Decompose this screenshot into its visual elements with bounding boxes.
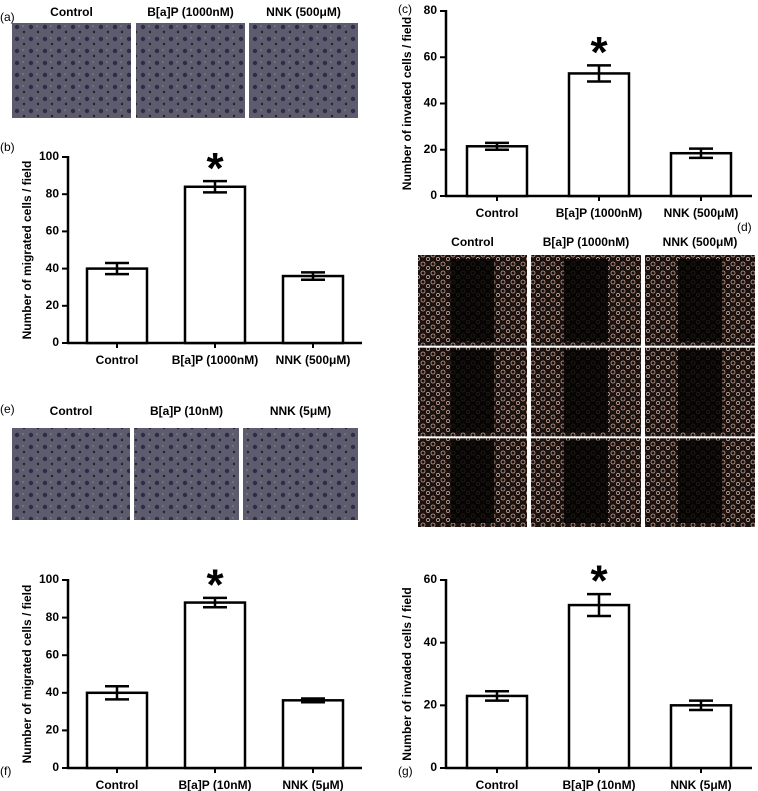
y-tick-label: 80 — [46, 610, 60, 624]
scratch-gap — [450, 440, 495, 523]
y-tick-label: 100 — [39, 572, 59, 586]
micrograph — [12, 23, 131, 118]
significance-marker: * — [206, 144, 224, 193]
image-caption: NNK (500μM) — [663, 235, 738, 249]
image-caption: Control — [451, 235, 494, 249]
significance-marker: * — [206, 560, 224, 609]
x-tick-label: B[a]P (1000nM) — [172, 353, 258, 367]
y-tick-label: 0 — [52, 335, 59, 349]
panel-label: (b) — [0, 140, 15, 154]
y-tick-label: 60 — [424, 572, 438, 586]
panel-label: (e) — [0, 402, 15, 416]
image-caption: Control — [50, 404, 93, 418]
bar — [669, 704, 733, 770]
y-axis-label: Number of invaded cells / field — [400, 587, 414, 760]
panel-label: (d) — [737, 220, 752, 234]
y-tick-label: 40 — [46, 261, 60, 275]
scratch-gap — [564, 440, 608, 523]
y-tick-label: 80 — [424, 3, 438, 17]
bar — [465, 145, 529, 198]
image-caption: Control — [50, 5, 93, 19]
y-tick-label: 20 — [46, 723, 60, 737]
y-axis-label: Number of migrated cells / field — [20, 161, 34, 340]
x-tick-label: NNK (500μM) — [664, 206, 739, 220]
x-tick-label: Control — [96, 353, 139, 367]
x-tick-label: Control — [476, 206, 519, 220]
bar — [281, 274, 345, 345]
bar — [465, 694, 529, 770]
y-tick-label: 20 — [424, 698, 438, 712]
image-caption: NNK (5μM) — [270, 404, 331, 418]
micrograph — [243, 428, 358, 520]
y-tick-label: 60 — [424, 49, 438, 63]
y-tick-label: 0 — [430, 760, 437, 774]
bar — [281, 699, 345, 770]
x-tick-label: B[a]P (10nM) — [562, 778, 635, 791]
x-tick-label: NNK (5μM) — [670, 778, 731, 791]
x-tick-label: Control — [96, 778, 139, 791]
bar — [183, 601, 247, 770]
image-caption: B[a]P (1000nM) — [543, 235, 629, 249]
image-caption: NNK (500μM) — [266, 5, 341, 19]
y-axis-label: Number of migrated cells / field — [20, 585, 34, 764]
x-tick-label: B[a]P (1000nM) — [556, 206, 642, 220]
y-tick-label: 20 — [46, 298, 60, 312]
y-tick-label: 40 — [46, 685, 60, 699]
panel-label: (f) — [0, 764, 11, 778]
x-tick-label: NNK (500μM) — [276, 353, 351, 367]
micrograph — [12, 428, 130, 520]
x-tick-label: B[a]P (10nM) — [178, 778, 251, 791]
panel-label: (g) — [398, 764, 413, 778]
x-tick-label: NNK (5μM) — [282, 778, 343, 791]
scratch-gap — [678, 440, 722, 523]
bar — [85, 267, 149, 345]
scratch-gap — [678, 259, 722, 342]
image-caption: B[a]P (1000nM) — [147, 5, 233, 19]
y-tick-label: 60 — [46, 647, 60, 661]
bar — [85, 691, 149, 770]
panel-label: (a) — [0, 10, 15, 24]
scratch-gap — [450, 349, 495, 433]
panel-label: (c) — [398, 2, 412, 16]
scratch-gap — [564, 259, 608, 342]
y-tick-label: 100 — [39, 149, 59, 163]
micrograph — [249, 23, 358, 118]
y-tick-label: 20 — [424, 142, 438, 156]
bar — [183, 185, 247, 345]
y-tick-label: 0 — [52, 760, 59, 774]
bar — [567, 72, 631, 198]
y-tick-label: 80 — [46, 186, 60, 200]
significance-marker: * — [590, 557, 608, 606]
scratch-gap — [678, 349, 722, 433]
micrograph — [134, 428, 239, 520]
bar — [567, 603, 631, 770]
y-tick-label: 40 — [424, 96, 438, 110]
y-tick-label: 40 — [424, 635, 438, 649]
bar — [669, 151, 733, 198]
significance-marker: * — [590, 28, 608, 77]
scratch-gap — [564, 349, 608, 433]
scratch-gap — [450, 259, 495, 342]
y-tick-label: 0 — [430, 188, 437, 202]
y-axis-label: Number of invaded cells / field — [400, 17, 414, 190]
image-caption: B[a]P (10nM) — [150, 404, 223, 418]
y-tick-label: 60 — [46, 224, 60, 238]
micrograph — [136, 23, 245, 118]
x-tick-label: Control — [476, 778, 519, 791]
